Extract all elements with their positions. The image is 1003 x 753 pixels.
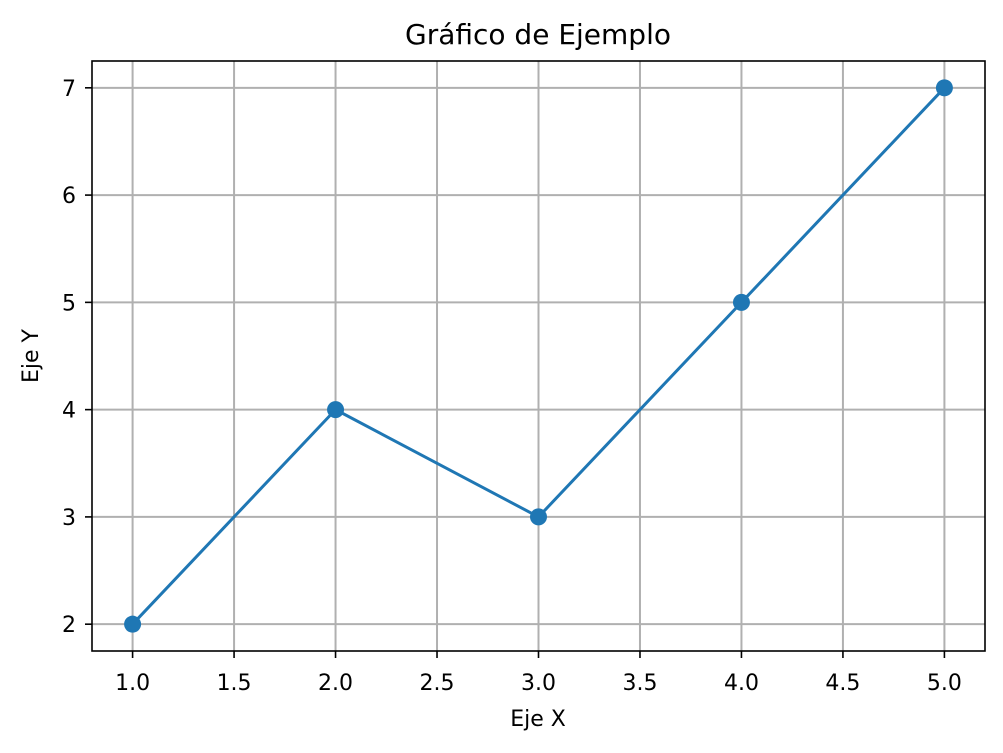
data-point	[732, 293, 750, 311]
data-point	[327, 401, 345, 419]
x-tick-label: 1.5	[217, 671, 252, 696]
y-tick-label: 3	[62, 506, 76, 531]
y-tick-label: 5	[62, 291, 76, 316]
y-tick-label: 2	[62, 613, 76, 638]
chart-title: Gráfico de Ejemplo	[405, 18, 671, 51]
x-tick-label: 3.5	[622, 671, 657, 696]
x-tick-label: 2.5	[420, 671, 455, 696]
x-tick-label: 5.0	[927, 671, 962, 696]
grid	[92, 61, 985, 651]
y-tick-label: 7	[62, 77, 76, 102]
axis-ticks: 1.0 1.5 2.0 2.5 3.0 3.5 4.0 4.5 5.0 2 3 4 5 6 7	[62, 77, 962, 696]
x-tick-label: 3.0	[521, 671, 556, 696]
x-axis-label: Eje X	[510, 707, 566, 732]
x-tick-label: 4.5	[825, 671, 860, 696]
x-tick-label: 1.0	[115, 671, 150, 696]
data-point	[530, 508, 547, 526]
y-axis-label: Eje Y	[19, 328, 44, 383]
y-tick-label: 6	[62, 184, 76, 209]
series-layer	[124, 79, 953, 633]
x-tick-label: 2.0	[318, 671, 353, 696]
y-tick-label: 4	[62, 399, 76, 424]
data-point	[124, 615, 142, 633]
data-point	[935, 79, 953, 97]
x-tick-label: 4.0	[724, 671, 759, 696]
